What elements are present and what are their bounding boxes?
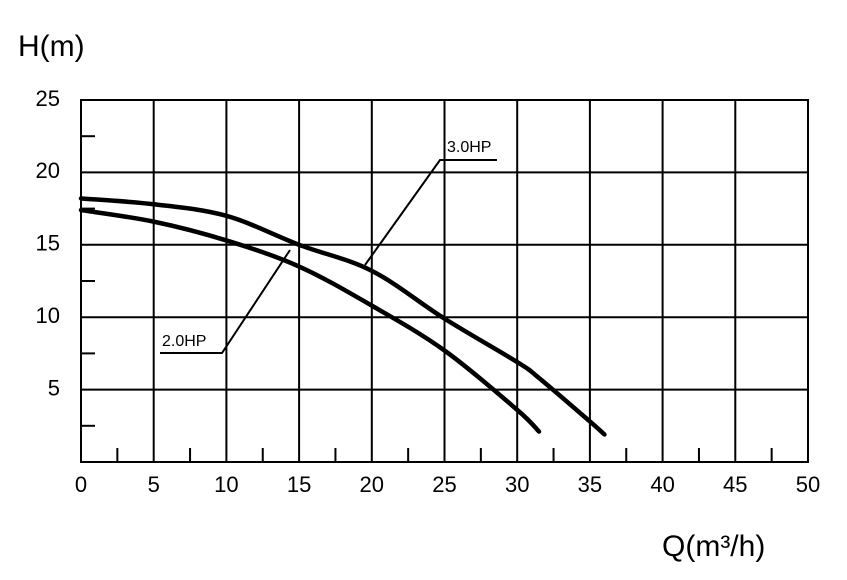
y-tick-label: 15 bbox=[36, 231, 60, 256]
x-tick-label: 45 bbox=[723, 472, 747, 497]
curve bbox=[78, 207, 542, 434]
x-tick-label: 30 bbox=[505, 472, 529, 497]
x-axis-title: Q(m³/h) bbox=[662, 530, 765, 563]
y-tick-label: 20 bbox=[36, 158, 60, 183]
series-label: 2.0HP bbox=[162, 333, 206, 350]
curve bbox=[78, 196, 607, 437]
y-tick-label: 5 bbox=[48, 375, 60, 400]
x-tick-label: 0 bbox=[75, 472, 87, 497]
x-tick-label: 35 bbox=[578, 472, 602, 497]
x-tick-label: 25 bbox=[432, 472, 456, 497]
x-tick-label: 10 bbox=[214, 472, 238, 497]
x-tick-label: 15 bbox=[287, 472, 311, 497]
y-axis-title: H(m) bbox=[18, 30, 85, 63]
x-tick-label: 40 bbox=[650, 472, 674, 497]
x-tick-label: 20 bbox=[360, 472, 384, 497]
leader-line bbox=[364, 159, 497, 266]
leader-lines bbox=[160, 159, 497, 354]
series-label: 3.0HP bbox=[447, 139, 491, 156]
x-tick-label: 50 bbox=[796, 472, 820, 497]
y-tick-label: 25 bbox=[36, 86, 60, 111]
plot-frame bbox=[80, 99, 809, 463]
y-tick-label: 10 bbox=[36, 303, 60, 328]
x-tick-label: 5 bbox=[148, 472, 160, 497]
leader-line bbox=[160, 249, 291, 354]
